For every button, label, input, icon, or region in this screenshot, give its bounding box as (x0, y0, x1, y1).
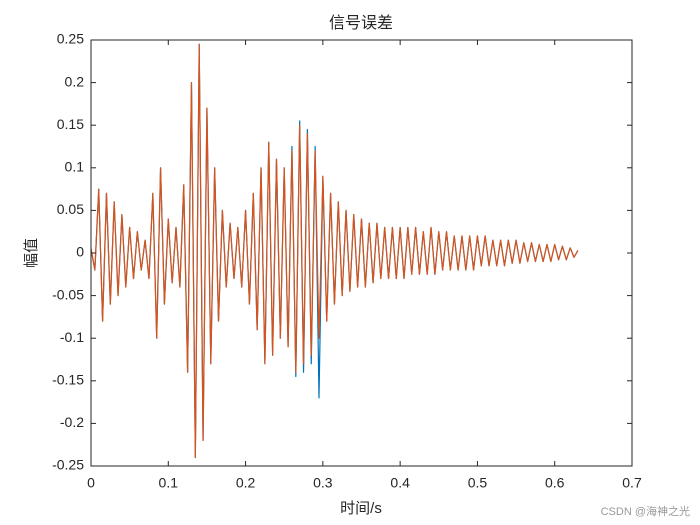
x-tick-label: 0 (87, 475, 95, 491)
y-tick-label: -0.1 (60, 329, 84, 345)
y-tick-label: 0.05 (57, 201, 84, 217)
y-tick-label: -0.25 (52, 457, 84, 473)
y-tick-label: 0.25 (57, 31, 84, 47)
x-tick-label: 0.3 (313, 475, 333, 491)
x-tick-label: 0.7 (622, 475, 642, 491)
chart-title: 信号误差 (329, 14, 393, 32)
y-axis-label: 幅值 (23, 238, 40, 268)
y-tick-label: -0.05 (52, 286, 84, 302)
y-tick-label: 0.15 (57, 116, 84, 132)
signal-line (90, 43, 579, 459)
y-tick-label: 0.2 (65, 73, 85, 89)
x-tick-label: 0.2 (236, 475, 256, 491)
y-tick-label: -0.2 (60, 414, 84, 430)
plot-area (91, 40, 632, 466)
plot-content (90, 43, 579, 459)
watermark: CSDN @海神之光 (601, 504, 690, 518)
x-tick-label: 0.6 (545, 475, 565, 491)
x-axis-label: 时间/s (340, 500, 382, 517)
y-tick-label: 0.1 (65, 159, 85, 175)
y-tick-label: -0.15 (52, 372, 84, 388)
y-tick-label: 0 (76, 244, 84, 260)
x-tick-label: 0.4 (390, 475, 410, 491)
x-tick-label: 0.1 (159, 475, 179, 491)
x-tick-label: 0.5 (468, 475, 488, 491)
